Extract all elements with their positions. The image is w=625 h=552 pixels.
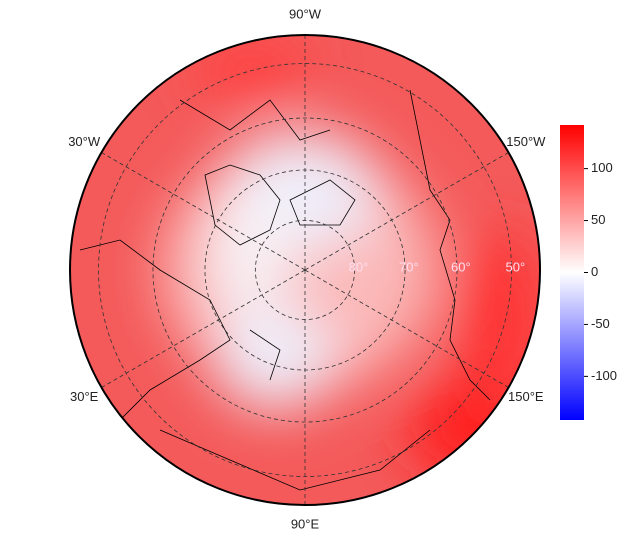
parallel xyxy=(152,117,458,423)
parallel-label: 60° xyxy=(451,259,471,274)
coastlines xyxy=(79,89,491,491)
parallel-label: 80° xyxy=(349,259,369,274)
meridian-label: 30°E xyxy=(70,389,99,404)
colorbar-tick-label: 100 xyxy=(591,160,613,175)
meridian-label: 90°E xyxy=(291,516,320,531)
map-border xyxy=(69,34,541,506)
colorbar-tick-label: 50 xyxy=(591,212,605,227)
meridian-label: 30°W xyxy=(68,134,101,149)
parallel-label: 50° xyxy=(505,259,525,274)
parallel-label: 70° xyxy=(399,259,419,274)
meridian-label: 90°W xyxy=(289,6,322,21)
meridian-label: 150°W xyxy=(506,134,546,149)
colorbar-tick-label: -100 xyxy=(591,368,617,383)
colorbar-tick-label: -50 xyxy=(591,316,610,331)
colorbar-tick-label: 0 xyxy=(591,264,598,279)
meridian-label: 150°E xyxy=(508,389,544,404)
colorbar xyxy=(560,125,584,420)
